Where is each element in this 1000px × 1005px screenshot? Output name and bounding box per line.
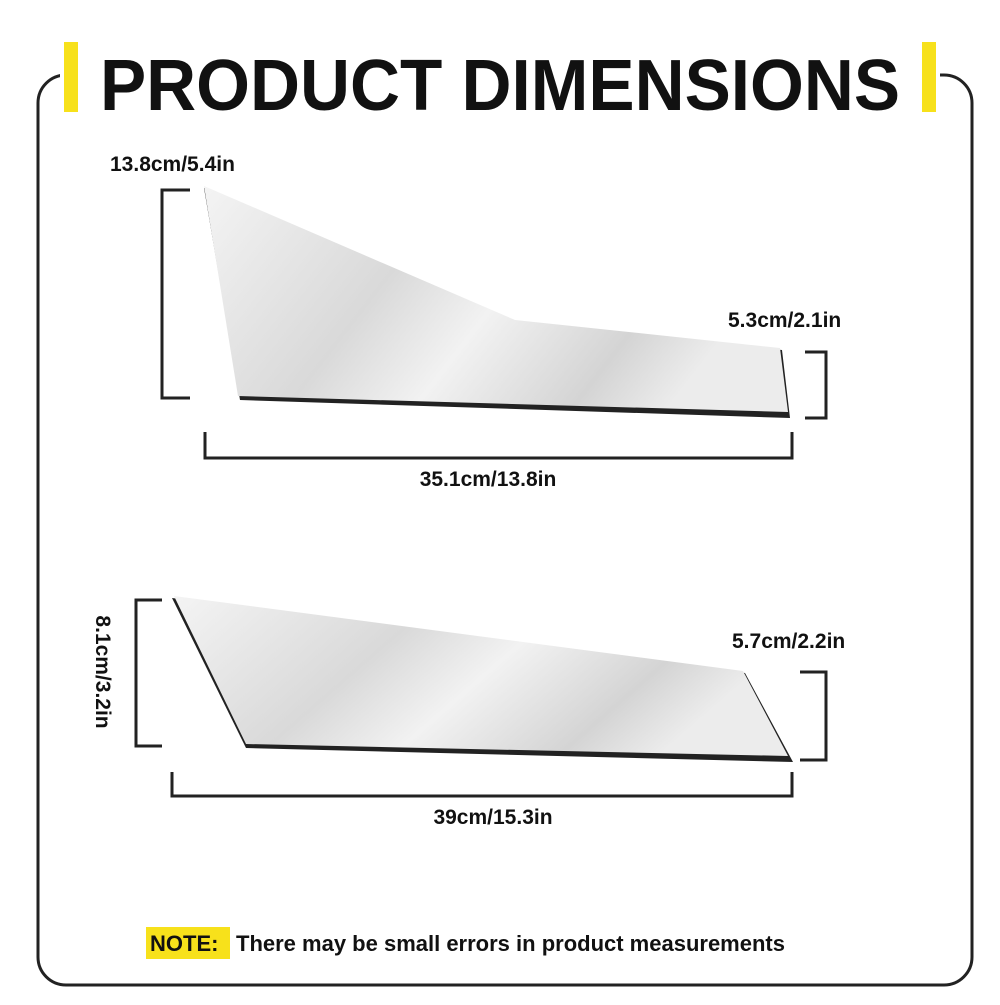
bracket xyxy=(134,598,162,748)
bracket xyxy=(203,432,794,460)
note-text: There may be small errors in product mea… xyxy=(236,931,785,956)
dimension-label: 8.1cm/3.2in xyxy=(91,615,114,728)
title-backdrop xyxy=(60,40,940,115)
title-bar-left xyxy=(64,42,78,112)
bracket xyxy=(170,772,794,798)
piece xyxy=(204,186,788,412)
title: PRODUCT DIMENSIONS xyxy=(100,46,900,126)
bracket xyxy=(800,670,828,762)
dimension-label: 13.8cm/5.4in xyxy=(110,153,235,176)
note-label: NOTE: xyxy=(150,931,218,956)
dimension-label: 39cm/15.3in xyxy=(433,806,552,829)
dimension-label: 35.1cm/13.8in xyxy=(420,468,557,491)
dimension-label: 5.3cm/2.1in xyxy=(728,309,841,332)
piece xyxy=(174,596,788,756)
frame xyxy=(36,73,974,987)
bracket xyxy=(160,188,190,400)
title-bar-right xyxy=(922,42,936,112)
dimension-label: 5.7cm/2.2in xyxy=(732,630,845,653)
bracket xyxy=(805,350,828,420)
note-highlight xyxy=(146,927,230,959)
